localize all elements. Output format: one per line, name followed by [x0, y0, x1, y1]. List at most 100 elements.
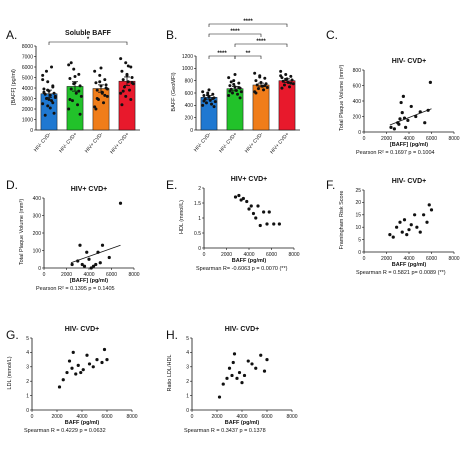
data-point — [99, 66, 103, 70]
data-point — [72, 67, 76, 71]
data-point — [246, 359, 250, 363]
y-axis-label: BAFF (GeoMFI) — [171, 72, 177, 112]
data-point — [50, 65, 54, 69]
data-point — [225, 376, 229, 380]
data-point — [397, 122, 401, 126]
data-point — [91, 264, 96, 268]
data-point — [76, 103, 80, 107]
data-point — [121, 78, 125, 82]
x-tick-label: 6000 — [101, 414, 112, 420]
data-point — [231, 360, 235, 365]
data-point — [128, 88, 132, 92]
panel-title: HIV+ CVD+ — [230, 176, 268, 183]
data-point — [48, 93, 52, 97]
data-point — [400, 111, 404, 115]
data-point — [98, 80, 102, 84]
x-tick-label: 0 — [363, 136, 366, 142]
data-point — [262, 88, 266, 92]
data-point — [230, 91, 234, 95]
data-point — [290, 78, 294, 82]
y-tick-label: 3000 — [22, 96, 33, 102]
data-point — [126, 64, 130, 68]
data-point — [70, 99, 74, 103]
data-point — [238, 96, 242, 100]
data-point — [272, 222, 276, 226]
y-tick-label: 400 — [33, 196, 42, 202]
data-point — [207, 88, 211, 92]
data-point — [78, 84, 82, 88]
data-point — [98, 73, 102, 77]
data-point — [258, 223, 262, 228]
data-point — [406, 118, 410, 122]
data-point — [404, 125, 408, 129]
y-tick-label: 3 — [26, 365, 29, 371]
data-point — [400, 230, 404, 234]
data-point — [233, 195, 238, 199]
data-point — [77, 89, 81, 93]
data-point — [262, 210, 266, 214]
data-point — [41, 73, 45, 77]
x-tick-label: 4000 — [76, 414, 87, 420]
data-point — [427, 203, 431, 207]
y-tick-label: 200 — [185, 115, 194, 121]
significance-label: ** — [246, 51, 251, 57]
y-tick-label: 1.5 — [194, 201, 201, 207]
data-point — [70, 366, 74, 370]
data-point — [57, 385, 62, 389]
data-point — [228, 89, 232, 93]
panel-letter: F. — [326, 178, 336, 192]
y-tick-label: 2 — [26, 379, 29, 385]
significance-bracket — [208, 33, 262, 37]
panel-letter: B. — [166, 28, 178, 42]
y-tick-label: 800 — [353, 68, 362, 74]
y-axis-label: [BAFF] (pg/ml) — [11, 69, 17, 105]
x-tick-label: 0 — [191, 414, 194, 420]
y-tick-label: 7000 — [22, 54, 33, 60]
data-point — [401, 94, 405, 98]
data-point — [118, 201, 123, 205]
data-point — [255, 83, 259, 87]
data-point — [230, 373, 234, 378]
data-point — [46, 104, 50, 108]
significance-bracket — [48, 41, 128, 45]
data-point — [61, 378, 65, 382]
significance-label: **** — [243, 19, 253, 25]
stats-text: Pearson R² = 0.1395 p = 0.1405 — [36, 286, 115, 292]
data-point — [291, 82, 295, 86]
data-point — [130, 76, 134, 79]
y-tick-label: 4000 — [22, 86, 33, 92]
x-tick-label: 4000 — [243, 252, 254, 258]
data-point — [87, 362, 92, 366]
data-point — [46, 80, 50, 84]
data-point — [74, 372, 78, 376]
data-point — [94, 262, 98, 267]
data-point — [119, 57, 123, 61]
y-tick-label: 3 — [186, 365, 189, 371]
panel-title: HIV- CVD+ — [64, 326, 100, 333]
y-axis-label: LDL (mmol/L) — [7, 356, 13, 390]
data-point — [240, 381, 244, 385]
y-axis-label: Framingham Risk Score — [339, 190, 345, 250]
y-tick-label: 25 — [355, 188, 361, 194]
data-point — [228, 84, 232, 88]
x-tick-label: 6000 — [261, 414, 272, 420]
data-point — [279, 69, 283, 73]
significance-label: **** — [256, 39, 266, 45]
data-point — [277, 222, 281, 226]
y-tick-label: 6000 — [22, 65, 33, 71]
data-point — [201, 103, 205, 107]
data-point — [241, 196, 245, 201]
x-tick-label: 4000 — [403, 136, 414, 142]
data-point — [42, 90, 46, 94]
y-tick-label: 0 — [38, 266, 41, 272]
data-point — [391, 235, 395, 239]
x-tick-label: 2000 — [61, 272, 72, 278]
y-tick-label: 0 — [26, 408, 29, 414]
x-tick-label: 6000 — [106, 272, 117, 278]
data-point — [265, 358, 269, 362]
data-point — [245, 199, 249, 204]
data-point — [284, 73, 288, 76]
panel-e: E. HIV+ CVD+ 0 0.5 1 1.5 2 0 2000 4000 6000 8000 HDL… — [160, 150, 320, 300]
significance-bracket — [208, 23, 288, 27]
